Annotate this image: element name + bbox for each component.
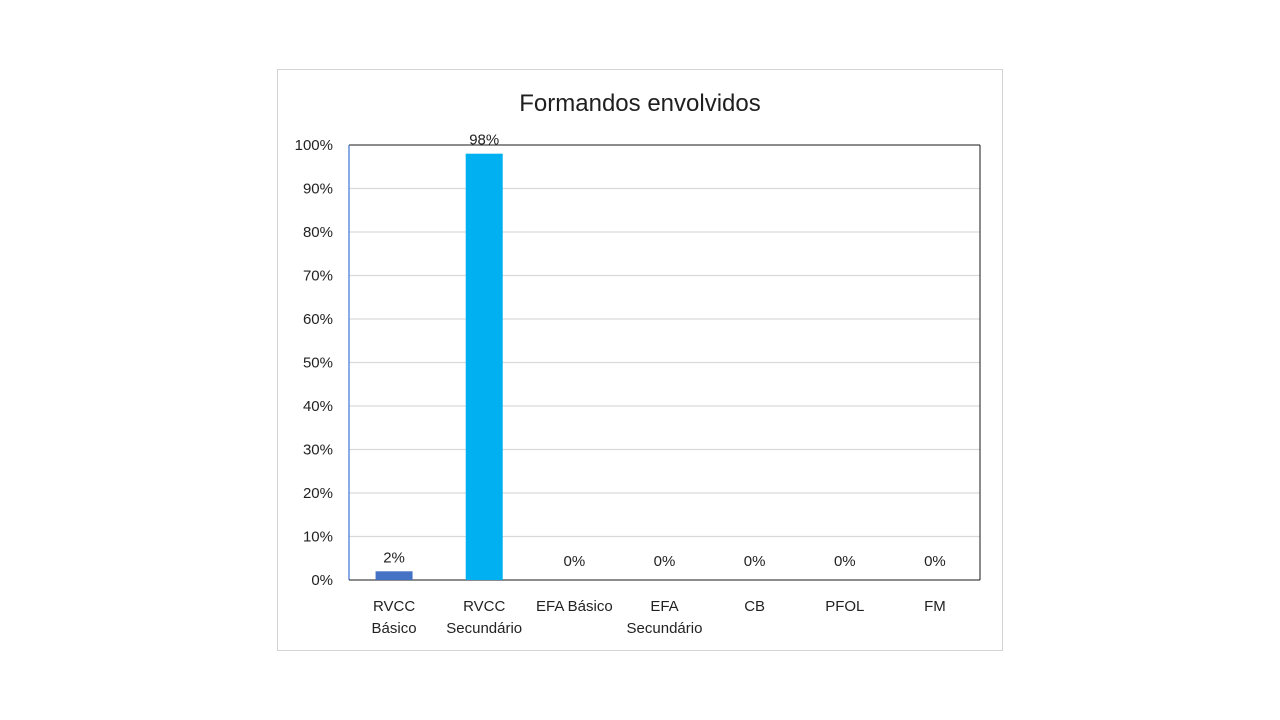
x-category-label: PFOL xyxy=(825,598,864,615)
y-tick-label: 10% xyxy=(303,529,333,546)
x-category-label: EFA Básico xyxy=(536,598,613,615)
data-label: 0% xyxy=(924,553,946,570)
y-tick-label: 80% xyxy=(303,224,333,241)
x-category-label: EFA xyxy=(650,598,678,615)
labels: 0% 10% 20% 30% 40% 50% 60% 70% 80% 90% 100% 2% RVCC B… xyxy=(295,132,946,637)
data-label: 98% xyxy=(469,132,499,149)
x-category-label: Secundário xyxy=(627,620,703,637)
y-tick-label: 30% xyxy=(303,442,333,459)
y-tick-label: 70% xyxy=(303,268,333,285)
data-label: 0% xyxy=(834,553,856,570)
y-tick-label: 60% xyxy=(303,311,333,328)
y-tick-label: 20% xyxy=(303,485,333,502)
x-category-label: RVCC xyxy=(373,598,415,615)
bar xyxy=(375,571,413,580)
data-label: 2% xyxy=(383,549,405,566)
y-tick-label: 50% xyxy=(303,355,333,372)
data-label: 0% xyxy=(654,553,676,570)
x-category-label: FM xyxy=(924,598,946,615)
x-category-label: RVCC xyxy=(463,598,505,615)
y-tick-label: 40% xyxy=(303,398,333,415)
x-category-label: Secundário xyxy=(446,620,522,637)
data-label: 0% xyxy=(744,553,766,570)
gridlines xyxy=(349,187,980,538)
chart-title: Formandos envolvidos xyxy=(519,90,761,117)
y-tick-label: 100% xyxy=(295,137,333,154)
bar xyxy=(465,153,503,580)
y-tick-label: 90% xyxy=(303,181,333,198)
bars xyxy=(375,153,503,580)
x-category-label: CB xyxy=(744,598,765,615)
data-label: 0% xyxy=(564,553,586,570)
axes xyxy=(348,144,981,581)
y-tick-label: 0% xyxy=(311,572,333,589)
x-category-label: Básico xyxy=(372,620,417,637)
chart-frame xyxy=(277,69,1003,651)
